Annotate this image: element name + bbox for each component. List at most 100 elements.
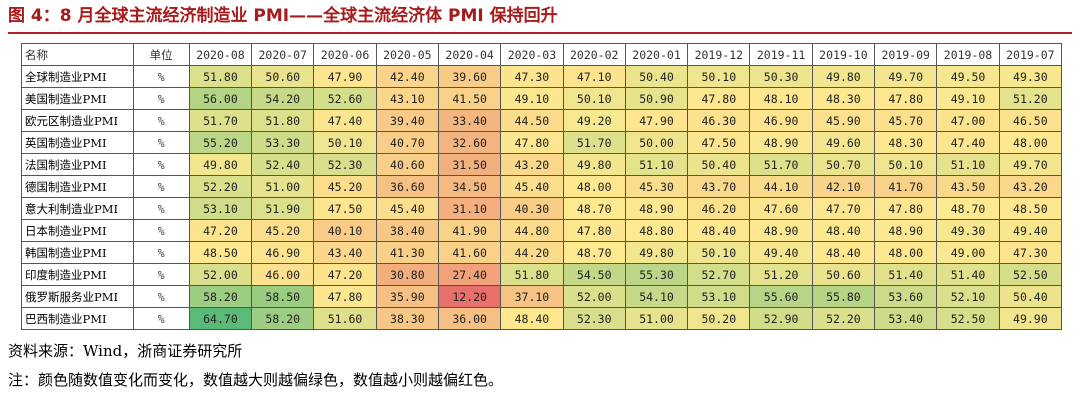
value-cell: 47.90: [624, 109, 689, 132]
row-unit: %: [132, 219, 190, 242]
value-cell: 48.90: [749, 219, 813, 242]
color-remark: 注：颜色随数值变化而变化，数值越大则越偏绿色，数值越小则越偏红色。: [8, 371, 504, 389]
value-cell: 36.60: [375, 175, 439, 198]
value-cell: 48.70: [562, 241, 626, 264]
value-cell: 52.40: [251, 153, 315, 176]
row-unit: %: [132, 263, 190, 286]
row-name: 欧元区制造业PMI: [21, 109, 134, 132]
value-cell: 48.30: [811, 87, 876, 110]
value-cell: 33.40: [437, 109, 502, 132]
table-row: 英国制造业PMI% 55.20 53.30 50.10 40.70 32.60 47.80 5…: [21, 131, 1063, 154]
value-cell: 43.20: [998, 175, 1063, 198]
value-cell: 47.80: [687, 87, 751, 110]
header-period: 2019-12: [687, 43, 751, 66]
value-cell: 50.10: [313, 131, 377, 154]
value-cell: 41.30: [375, 241, 439, 264]
value-cell: 53.10: [188, 197, 253, 220]
value-cell: 30.80: [375, 263, 439, 286]
value-cell: 32.60: [437, 131, 502, 154]
value-cell: 55.60: [749, 285, 813, 308]
value-cell: 50.90: [624, 87, 689, 110]
row-unit: %: [132, 131, 190, 154]
value-cell: 47.40: [936, 131, 1000, 154]
value-cell: 49.40: [749, 241, 813, 264]
table-row: 美国制造业PMI% 56.00 54.20 52.60 43.10 41.50 49.10 5…: [21, 87, 1063, 110]
value-cell: 42.10: [811, 175, 876, 198]
value-cell: 52.20: [811, 307, 876, 330]
value-cell: 49.50: [936, 65, 1000, 88]
value-cell: 48.70: [936, 197, 1000, 220]
value-cell: 51.40: [936, 263, 1000, 286]
value-cell: 48.00: [874, 241, 938, 264]
value-cell: 48.10: [749, 87, 813, 110]
header-unit: 单位: [132, 43, 190, 66]
value-cell: 58.20: [188, 285, 253, 308]
value-cell: 58.20: [251, 307, 315, 330]
header-period: 2020-04: [437, 43, 502, 66]
header-name: 名称: [21, 43, 134, 66]
value-cell: 49.80: [811, 65, 876, 88]
value-cell: 48.70: [562, 197, 626, 220]
value-cell: 34.50: [437, 175, 502, 198]
value-cell: 44.50: [500, 109, 564, 132]
value-cell: 48.40: [687, 219, 751, 242]
row-unit: %: [132, 87, 190, 110]
value-cell: 47.20: [313, 263, 377, 286]
header-period: 2020-06: [313, 43, 377, 66]
table-body: 全球制造业PMI% 51.80 50.60 47.90 42.40 39.60 47.30 4…: [21, 65, 1063, 330]
value-cell: 52.20: [188, 175, 253, 198]
header-period: 2020-03: [500, 43, 564, 66]
value-cell: 31.10: [437, 197, 502, 220]
value-cell: 39.40: [375, 109, 439, 132]
value-cell: 52.60: [313, 87, 377, 110]
value-cell: 49.20: [562, 109, 626, 132]
value-cell: 48.00: [998, 131, 1063, 154]
value-cell: 48.30: [874, 131, 938, 154]
value-cell: 41.90: [437, 219, 502, 242]
value-cell: 39.60: [437, 65, 502, 88]
value-cell: 50.70: [811, 153, 876, 176]
row-name: 全球制造业PMI: [21, 65, 134, 88]
value-cell: 51.60: [313, 307, 377, 330]
header-period: 2019-07: [998, 43, 1063, 66]
value-cell: 27.40: [437, 263, 502, 286]
value-cell: 50.30: [749, 65, 813, 88]
table-row: 巴西制造业PMI% 64.70 58.20 51.60 38.30 36.00 48.40 5…: [21, 307, 1063, 330]
value-cell: 52.90: [749, 307, 813, 330]
value-cell: 51.40: [874, 263, 938, 286]
value-cell: 51.10: [936, 153, 1000, 176]
value-cell: 49.40: [998, 219, 1063, 242]
value-cell: 47.80: [500, 131, 564, 154]
header-period: 2020-07: [251, 43, 315, 66]
value-cell: 45.70: [874, 109, 938, 132]
table-row: 印度制造业PMI% 52.00 46.00 47.20 30.80 27.40 51.80 5…: [21, 263, 1063, 286]
value-cell: 51.70: [188, 109, 253, 132]
value-cell: 43.20: [500, 153, 564, 176]
value-cell: 50.10: [687, 65, 751, 88]
value-cell: 41.50: [437, 87, 502, 110]
value-cell: 53.10: [687, 285, 751, 308]
value-cell: 49.00: [936, 241, 1000, 264]
value-cell: 47.30: [998, 241, 1063, 264]
value-cell: 45.20: [251, 219, 315, 242]
value-cell: 51.00: [624, 307, 689, 330]
value-cell: 52.30: [562, 307, 626, 330]
value-cell: 45.30: [624, 175, 689, 198]
value-cell: 48.80: [624, 219, 689, 242]
value-cell: 49.70: [874, 65, 938, 88]
value-cell: 46.50: [998, 109, 1063, 132]
notes: 资料来源：Wind，浙商证券研究所 注：颜色随数值变化而变化，数值越大则越偏绿色…: [8, 337, 503, 395]
value-cell: 12.20: [437, 285, 502, 308]
value-cell: 48.40: [811, 241, 876, 264]
row-unit: %: [132, 307, 190, 330]
value-cell: 51.80: [500, 263, 564, 286]
value-cell: 46.00: [251, 263, 315, 286]
table-row: 全球制造业PMI% 51.80 50.60 47.90 42.40 39.60 47.30 4…: [21, 65, 1063, 88]
header-period: 2020-05: [375, 43, 439, 66]
value-cell: 54.50: [562, 263, 626, 286]
value-cell: 44.80: [500, 219, 564, 242]
row-unit: %: [132, 241, 190, 264]
value-cell: 55.80: [811, 285, 876, 308]
value-cell: 47.00: [936, 109, 1000, 132]
value-cell: 49.70: [998, 153, 1063, 176]
